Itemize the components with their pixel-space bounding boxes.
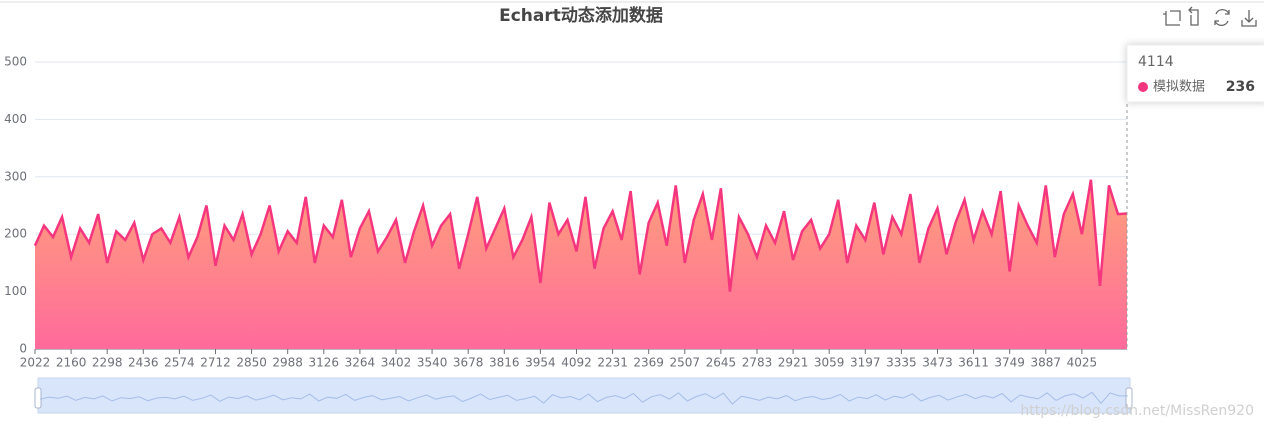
x-tick-label: 3126 [309, 356, 340, 370]
x-tick-label: 2850 [236, 356, 267, 370]
x-tick-label: 2231 [597, 356, 628, 370]
y-tick-label: 300 [4, 169, 27, 183]
x-tick-label: 2298 [92, 356, 123, 370]
x-tick-label: 2369 [633, 356, 664, 370]
save-icon[interactable] [1241, 10, 1257, 27]
x-tick-label: 3749 [994, 356, 1025, 370]
x-tick-label: 3264 [345, 356, 376, 370]
x-tick-label: 3335 [886, 356, 917, 370]
x-tick-label: 2022 [20, 356, 51, 370]
zoom-handle[interactable] [34, 387, 42, 409]
x-tick-label: 2507 [670, 356, 701, 370]
x-tick-label: 3954 [525, 356, 556, 370]
zoom-icon[interactable] [1163, 10, 1181, 26]
y-tick-label: 0 [19, 342, 27, 356]
x-tick-label: 2436 [128, 356, 159, 370]
line [33, 179, 1128, 292]
tooltip-title: 4114 [1138, 54, 1174, 70]
x-tick-label: 4092 [561, 356, 592, 370]
x-tick-label: 2574 [164, 356, 195, 370]
watermark: https://blog.csdn.net/MissRen920 [1020, 403, 1254, 419]
zoom-shadow [39, 391, 1129, 405]
tooltip-value: 236 [1226, 79, 1255, 95]
x-tick-label: 3059 [814, 356, 845, 370]
x-tick-label: 2783 [742, 356, 773, 370]
x-tick-label: 2645 [706, 356, 737, 370]
x-tick-label: 3611 [958, 356, 989, 370]
tooltip [1126, 44, 1264, 103]
y-tick-label: 500 [4, 55, 27, 69]
zoom-handle[interactable] [1125, 387, 1133, 409]
x-tick-label: 3887 [1031, 356, 1062, 370]
x-tick-label: 2921 [778, 356, 809, 370]
x-tick-label: 3540 [417, 356, 448, 370]
refresh-icon[interactable] [1214, 8, 1230, 27]
data-zoom[interactable] [37, 377, 1131, 414]
x-tick-label: 2160 [56, 356, 87, 370]
tooltip-series: 模拟数据 [1153, 80, 1205, 95]
y-tick-label: 100 [4, 284, 27, 298]
x-tick-label: 3197 [850, 356, 881, 370]
x-tick-label: 2712 [200, 356, 231, 370]
y-tick-label: 400 [4, 112, 27, 126]
x-tick-label: 3473 [922, 356, 953, 370]
tooltip-marker [1138, 82, 1148, 92]
x-tick-label: 3678 [453, 356, 484, 370]
x-tick-label: 2988 [272, 356, 303, 370]
y-tick-label: 200 [4, 227, 27, 241]
x-tick-label: 4025 [1067, 356, 1098, 370]
x-tick-label: 3402 [381, 356, 412, 370]
x-tick-label: 3816 [489, 356, 520, 370]
chart-title: Echart动态添加数据 [499, 5, 663, 26]
toolbox[interactable] [1163, 6, 1257, 27]
back-icon[interactable] [1188, 6, 1199, 26]
